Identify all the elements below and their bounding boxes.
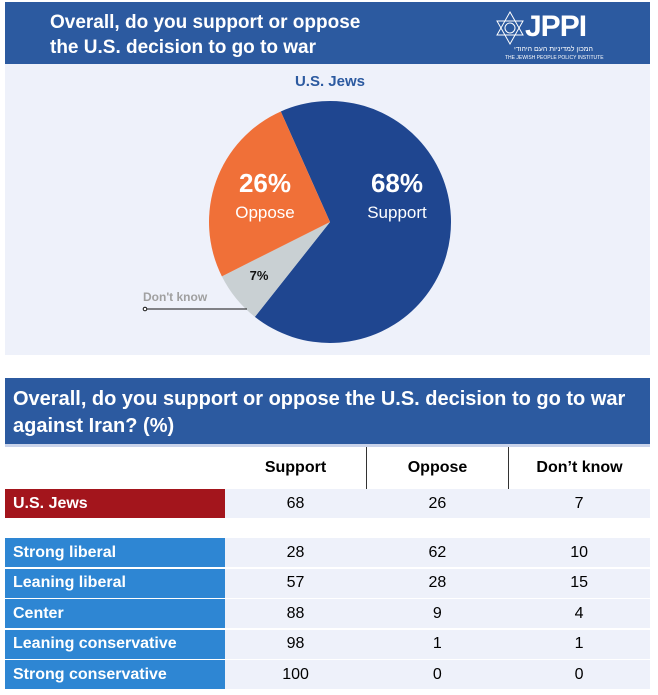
table-row: Strong conservative 100 0 0: [5, 660, 651, 691]
dontknow-value-label: 7%: [250, 268, 269, 283]
support-value-label: 68%: [371, 168, 423, 198]
cell-dontknow: 1: [508, 629, 651, 661]
leader-dot: [142, 306, 148, 312]
chart-header: Overall, do you support or oppose the U.…: [5, 2, 650, 83]
cell-support: 98: [224, 629, 367, 661]
cell-dontknow: 4: [508, 599, 651, 630]
cell-support: 68: [224, 489, 367, 520]
cell-support: 28: [224, 538, 367, 569]
table-row: Leaning conservative 98 1 1: [5, 629, 651, 661]
oppose-value-label: 26%: [239, 168, 291, 198]
cell-oppose: 1: [366, 629, 509, 661]
cell-support: 57: [224, 568, 367, 600]
cell-dontknow: 15: [508, 568, 651, 600]
cell-oppose: 62: [366, 538, 509, 569]
logo-name: JPPI: [525, 10, 587, 43]
pie-title: U.S. Jews: [295, 73, 365, 90]
support-label: Support: [367, 203, 427, 222]
col-oppose: Oppose: [366, 447, 508, 489]
cell-oppose: 26: [366, 489, 509, 520]
row-label: U.S. Jews: [5, 489, 225, 520]
logo-hebrew: המכון למדיניות העם היהודי: [514, 46, 593, 53]
cell-support: 88: [224, 599, 367, 630]
table-header: Support Oppose Don’t know: [225, 447, 650, 489]
pie-panel: U.S. Jews 68% Support 26% Oppose 7% Don'…: [5, 64, 650, 355]
cell-support: 100: [224, 660, 367, 691]
row-label: Strong liberal: [5, 538, 225, 569]
dontknow-label: Don't know: [143, 290, 208, 304]
table-row: Strong liberal 28 62 10: [5, 538, 651, 569]
col-support: Support: [264, 459, 327, 476]
cell-dontknow: 0: [508, 660, 651, 691]
cell-oppose: 0: [366, 660, 509, 691]
logo-english: THE JEWISH PEOPLE POLICY INSTITUTE: [505, 55, 604, 61]
cell-oppose: 9: [366, 599, 509, 630]
star-of-david-icon: [496, 10, 524, 46]
table-row: Leaning liberal 57 28 15: [5, 568, 651, 600]
row-label: Strong conservative: [5, 660, 225, 691]
pie-slice-oppose: [208, 111, 330, 277]
cell-dontknow: 7: [508, 489, 651, 520]
col-dontknow: Don’t know: [508, 447, 650, 489]
row-label: Leaning liberal: [5, 568, 225, 600]
pie-slice-dontknow: [221, 222, 330, 317]
row-label: Leaning conservative: [5, 629, 225, 661]
table-row: Center 88 9 4: [5, 599, 651, 630]
row-label: Center: [5, 599, 225, 630]
table-row-total: U.S. Jews 68 26 7: [5, 489, 651, 520]
cell-dontknow: 10: [508, 538, 651, 569]
pie-slice-support: [254, 101, 451, 343]
oppose-label: Oppose: [235, 203, 295, 222]
table-title: Overall, do you support or oppose the U.…: [13, 388, 626, 437]
table-title-bar: Overall, do you support or oppose the U.…: [5, 378, 650, 447]
cell-oppose: 28: [366, 568, 509, 600]
pie-chart: U.S. Jews 68% Support 26% Oppose 7% Don'…: [142, 73, 451, 343]
